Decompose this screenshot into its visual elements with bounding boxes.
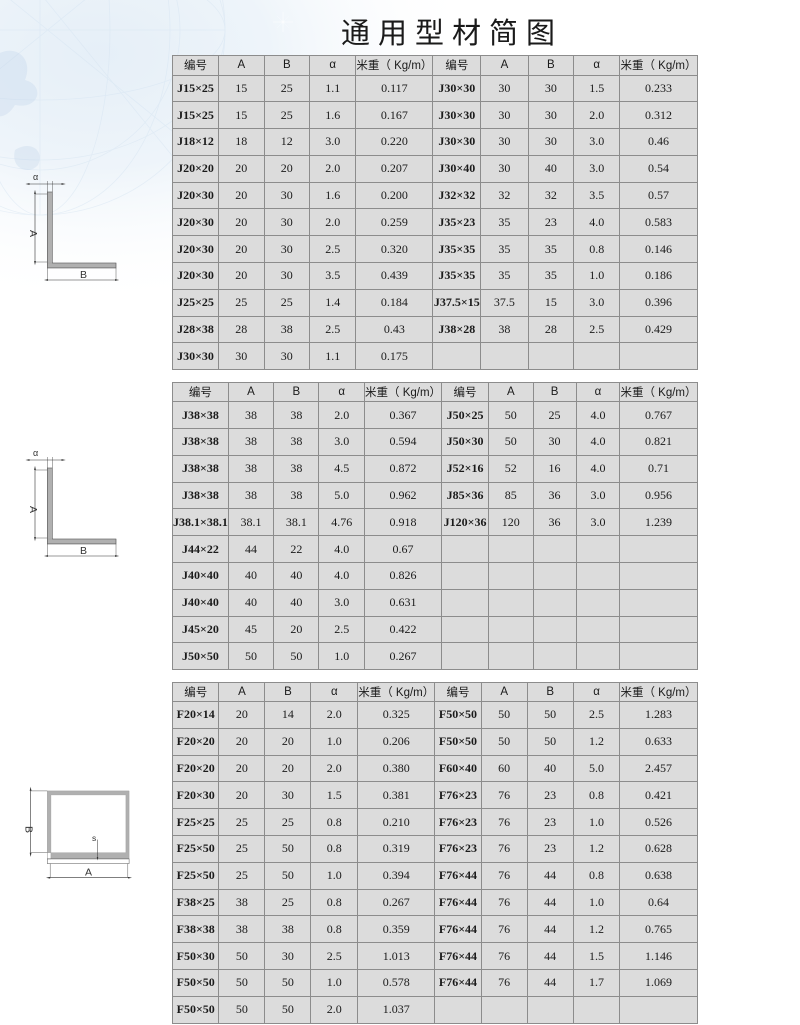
svg-text:s: s [92, 833, 96, 843]
svg-text:A: A [27, 506, 39, 513]
svg-text:A: A [85, 867, 92, 879]
svg-text:α: α [33, 448, 38, 458]
svg-text:α: α [33, 172, 38, 182]
svg-text:B: B [23, 826, 35, 833]
svg-text:B: B [80, 545, 87, 557]
svg-text:A: A [27, 230, 39, 237]
svg-text:B: B [80, 269, 87, 281]
